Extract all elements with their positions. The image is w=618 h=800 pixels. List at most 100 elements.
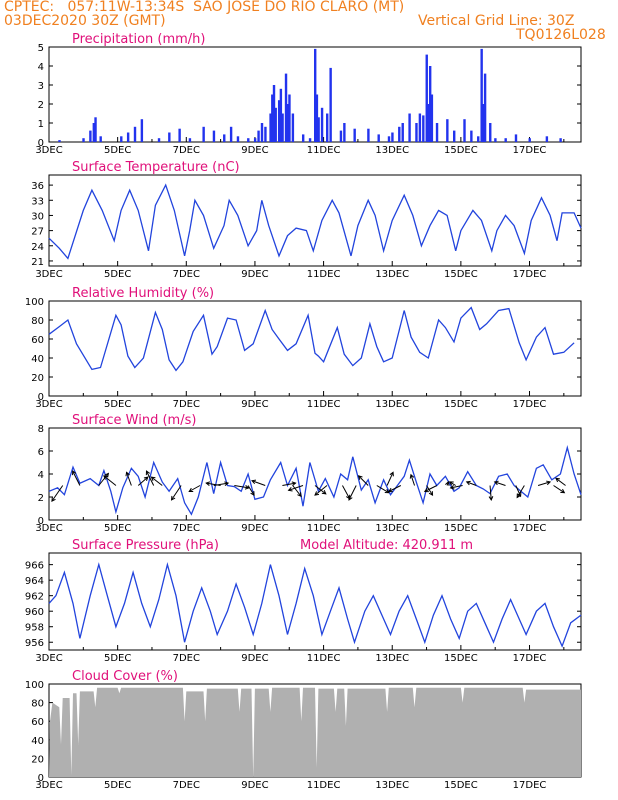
wind-vector-head xyxy=(251,479,257,485)
x-tick-label: 7DEC xyxy=(173,653,200,664)
x-tick-label: 7DEC xyxy=(173,269,200,280)
y-tick-label: 8 xyxy=(38,424,44,435)
x-tick-label: 15DEC xyxy=(444,780,478,791)
x-tick-label: 5DEC xyxy=(104,145,131,156)
wind-vector-arrow xyxy=(251,480,266,486)
precip-bar xyxy=(58,140,61,142)
wind-vector-head xyxy=(291,481,297,487)
x-tick-label: 11DEC xyxy=(307,269,341,280)
precip-bar xyxy=(480,48,483,142)
precip-bar xyxy=(418,113,422,142)
y-tick-label: 2 xyxy=(38,493,44,504)
precip-bar xyxy=(453,130,456,142)
precip-bar xyxy=(236,136,240,142)
wind-vector-arrow xyxy=(292,485,302,497)
x-tick-label: 5DEC xyxy=(104,269,131,280)
wind-vector-head xyxy=(357,475,363,480)
panel-annotation-pressure: Model Altitude: 420.911 m xyxy=(300,538,473,553)
wind-vector-head xyxy=(445,480,450,486)
precip-bar xyxy=(398,126,401,142)
wind-vector-head xyxy=(188,487,194,493)
y-tick-label: 966 xyxy=(25,561,44,572)
y-tick-label: 21 xyxy=(31,257,44,268)
header-vgrid: Vertical Grid Line: 30Z xyxy=(418,13,575,29)
wind-vector-arrow xyxy=(388,485,402,492)
panel-title-pressure: Surface Pressure (hPa) xyxy=(72,538,219,553)
wind-vector-head xyxy=(348,495,353,501)
precip-bar xyxy=(212,130,216,142)
wind-vector-arrow xyxy=(151,476,163,486)
wind-vector-arrow xyxy=(103,475,117,486)
wind-vector-arrow xyxy=(489,485,492,500)
precip-bar xyxy=(264,126,267,142)
wind-vector-head xyxy=(103,475,108,480)
wind-vector-arrow xyxy=(282,482,296,486)
wind-vector-head xyxy=(297,492,302,498)
precip-bar xyxy=(301,134,305,142)
x-tick-label: 9DEC xyxy=(241,269,268,280)
wind-vector-head xyxy=(51,497,56,502)
wind-vector-arrow xyxy=(51,485,64,502)
x-tick-label: 3DEC xyxy=(35,780,62,791)
wind-vector-arrow xyxy=(314,485,327,495)
precip-bar xyxy=(415,123,418,142)
precip-bar xyxy=(286,104,289,142)
precip-bar xyxy=(343,123,346,142)
x-tick-label: 5DEC xyxy=(104,780,131,791)
series-line-temperature xyxy=(48,183,582,260)
wind-vector-arrow xyxy=(450,485,463,489)
precip-bar xyxy=(401,123,404,142)
x-tick-label: 13DEC xyxy=(375,145,409,156)
precip-bar xyxy=(408,113,411,142)
wind-vector-arrow xyxy=(171,485,182,501)
x-tick-label: 7DEC xyxy=(173,523,200,534)
x-tick-label: 11DEC xyxy=(307,145,341,156)
precip-bar xyxy=(82,138,85,142)
y-tick-label: 4 xyxy=(38,470,44,481)
x-tick-label: 15DEC xyxy=(444,523,478,534)
y-tick-label: 20 xyxy=(31,373,44,384)
precip-bar xyxy=(99,136,102,142)
precip-bar xyxy=(463,119,466,142)
wind-vector-head xyxy=(321,490,327,495)
y-tick-label: 100 xyxy=(25,297,44,308)
wind-vector-head xyxy=(448,481,454,486)
x-tick-label: 9DEC xyxy=(241,523,268,534)
precip-bar xyxy=(92,123,96,142)
x-tick-label: 13DEC xyxy=(375,523,409,534)
precip-bar xyxy=(339,130,343,142)
x-tick-label: 3DEC xyxy=(35,145,62,156)
x-tick-label: 5DEC xyxy=(104,653,131,664)
x-tick-label: 15DEC xyxy=(444,145,478,156)
wind-vector-arrow xyxy=(537,481,551,486)
x-tick-label: 17DEC xyxy=(513,653,547,664)
x-tick-label: 11DEC xyxy=(307,653,341,664)
precip-bar xyxy=(178,128,181,142)
cloud-cover-area xyxy=(49,687,581,777)
wind-vector-head xyxy=(145,470,151,476)
x-tick-label: 17DEC xyxy=(513,780,547,791)
x-tick-label: 3DEC xyxy=(35,269,62,280)
wind-vector-head xyxy=(428,491,434,496)
y-tick-label: 20 xyxy=(31,754,44,765)
y-tick-label: 30 xyxy=(31,211,44,222)
wind-vector-arrow xyxy=(358,475,369,486)
series-line-wind xyxy=(48,445,582,516)
y-tick-label: 2 xyxy=(38,100,44,111)
precip-bar xyxy=(202,126,205,142)
x-tick-label: 11DEC xyxy=(307,399,341,410)
wind-vector-head xyxy=(449,484,455,490)
precip-bar xyxy=(514,134,518,142)
precip-bar xyxy=(133,126,137,142)
y-tick-label: 0 xyxy=(38,392,44,403)
wind-vector-head xyxy=(516,493,521,499)
y-tick-label: 0 xyxy=(38,516,44,527)
precip-bar xyxy=(281,113,284,142)
precip-bar xyxy=(425,54,428,142)
wind-vector-head xyxy=(287,487,293,492)
panel-title-temperature: Surface Temperature (nC) xyxy=(72,160,240,175)
x-tick-label: 5DEC xyxy=(104,523,131,534)
x-tick-label: 13DEC xyxy=(375,653,409,664)
wind-vector-arrow xyxy=(188,485,201,492)
precip-bar xyxy=(353,128,356,142)
